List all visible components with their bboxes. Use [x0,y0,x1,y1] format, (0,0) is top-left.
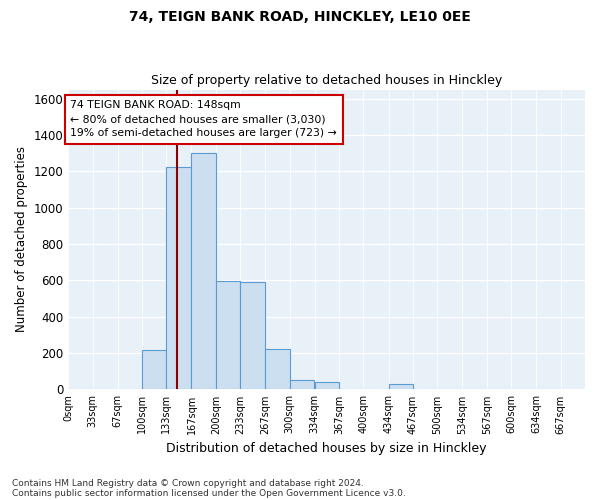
Bar [191,153,216,390]
Bar [240,282,265,390]
Text: 74 TEIGN BANK ROAD: 148sqm
← 80% of detached houses are smaller (3,030)
19% of s: 74 TEIGN BANK ROAD: 148sqm ← 80% of deta… [70,100,337,138]
Bar [389,384,413,390]
Bar [290,380,314,390]
Y-axis label: Number of detached properties: Number of detached properties [15,146,28,332]
X-axis label: Distribution of detached houses by size in Hinckley: Distribution of detached houses by size … [166,442,487,455]
Text: Contains public sector information licensed under the Open Government Licence v3: Contains public sector information licen… [12,488,406,498]
Bar [315,382,339,390]
Bar [166,167,191,390]
Text: Contains HM Land Registry data © Crown copyright and database right 2024.: Contains HM Land Registry data © Crown c… [12,478,364,488]
Bar [216,282,240,390]
Bar [142,350,166,390]
Bar [265,348,290,390]
Text: 74, TEIGN BANK ROAD, HINCKLEY, LE10 0EE: 74, TEIGN BANK ROAD, HINCKLEY, LE10 0EE [129,10,471,24]
Title: Size of property relative to detached houses in Hinckley: Size of property relative to detached ho… [151,74,502,87]
